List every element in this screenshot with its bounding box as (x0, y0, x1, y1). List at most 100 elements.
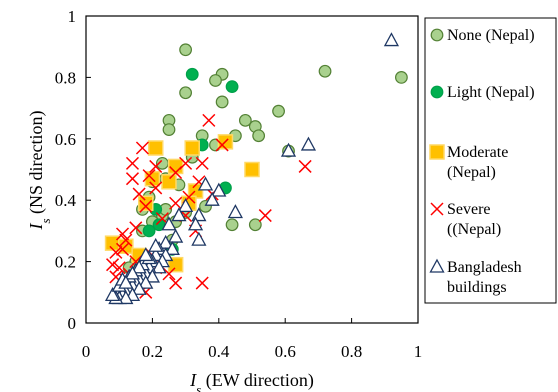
plot-area (104, 32, 408, 305)
legend-marker (430, 28, 444, 42)
y-tick-label: 1 (68, 7, 77, 26)
data-point (179, 156, 193, 170)
x-tick-label: 0 (82, 342, 91, 361)
data-point (248, 218, 262, 232)
series-circle (142, 67, 239, 256)
data-point (225, 218, 239, 232)
data-point (300, 136, 317, 151)
legend-label: (Nepal) (447, 164, 496, 181)
data-point (179, 86, 193, 100)
data-point (202, 113, 216, 127)
data-point (215, 95, 229, 109)
legend-item: None (Nepal) (430, 27, 535, 44)
legend-label: None (Nepal) (447, 27, 535, 44)
data-point (149, 181, 163, 195)
legend-label: Light (Nepal) (447, 84, 535, 101)
legend-label: Bangladesh (447, 259, 522, 276)
data-point (109, 245, 123, 259)
data-point (298, 159, 312, 173)
data-point (139, 199, 153, 213)
data-point (115, 242, 130, 256)
data-point (161, 216, 177, 231)
data-point (115, 227, 130, 241)
data-point (168, 228, 184, 243)
data-point (138, 274, 154, 289)
data-point (162, 267, 176, 281)
legend-marker (429, 144, 445, 160)
data-point (185, 67, 199, 81)
data-point (383, 32, 400, 47)
data-point (215, 138, 229, 152)
data-point (169, 276, 183, 290)
plot-frame (85, 15, 419, 324)
data-point (106, 258, 120, 272)
data-point (204, 191, 220, 206)
data-point (171, 207, 187, 222)
data-point (184, 140, 200, 156)
series-square (104, 134, 260, 273)
data-point (104, 287, 121, 302)
data-point (167, 158, 184, 175)
data-point (238, 113, 252, 127)
data-point (161, 174, 177, 190)
data-point (244, 161, 260, 178)
data-point (164, 240, 180, 255)
data-point (258, 209, 272, 223)
legend-label: Severe (447, 201, 491, 218)
data-point (195, 276, 209, 290)
data-point (118, 290, 134, 305)
legend-box (424, 17, 557, 304)
data-point (132, 187, 146, 201)
legend-label: ((Nepal) (447, 221, 501, 238)
x-tick-label: 0.6 (275, 342, 296, 361)
data-point (129, 221, 143, 235)
data-point (138, 247, 154, 262)
data-point (187, 216, 204, 231)
legend: None (Nepal) Light (Nepal) Moderate (Nepal)… (424, 17, 557, 304)
data-point (178, 197, 194, 212)
legend-label: Moderate (447, 144, 508, 161)
x-tick-label: 0.4 (208, 342, 230, 361)
legend-marker (429, 258, 445, 273)
data-point (169, 196, 183, 210)
data-point (151, 259, 167, 274)
data-point (395, 70, 408, 84)
y-tick-label: 0.6 (55, 130, 76, 149)
y-tick-label: 0.2 (55, 253, 76, 272)
data-point (280, 142, 297, 157)
legend-item: Light (Nepal) (430, 84, 535, 101)
data-point (124, 265, 141, 280)
data-point (119, 233, 133, 247)
data-point (318, 64, 332, 78)
data-point (147, 140, 164, 156)
data-point (142, 224, 156, 238)
data-point (144, 268, 160, 283)
x-tick-label: 0.2 (142, 342, 163, 361)
data-point (125, 172, 140, 186)
legend-label: buildings (447, 279, 507, 296)
y-tick-label: 0 (68, 314, 77, 333)
data-point (138, 195, 154, 212)
x-tick-label: 0.8 (341, 342, 362, 361)
data-point (131, 259, 147, 274)
data-point (197, 176, 214, 191)
data-point (272, 104, 285, 118)
data-point (142, 169, 156, 183)
data-point (118, 274, 134, 289)
data-point (135, 141, 149, 155)
legend-item: Bangladesh buildings (429, 258, 522, 296)
y-tick-label: 0.8 (55, 68, 76, 87)
data-point (148, 237, 164, 252)
data-point (225, 80, 239, 94)
data-point (162, 123, 176, 136)
data-point (112, 261, 126, 275)
axes: 0 0.2 0.4 0.6 0.8 1 0 0.2 0.4 0.6 0.8 1 Is (EW direc… (26, 7, 422, 392)
series-triangle (104, 32, 400, 305)
legend-marker (430, 202, 444, 216)
data-point (167, 256, 184, 273)
data-point (131, 280, 147, 295)
data-point (179, 43, 193, 57)
data-point (149, 159, 163, 173)
data-point (252, 129, 266, 143)
